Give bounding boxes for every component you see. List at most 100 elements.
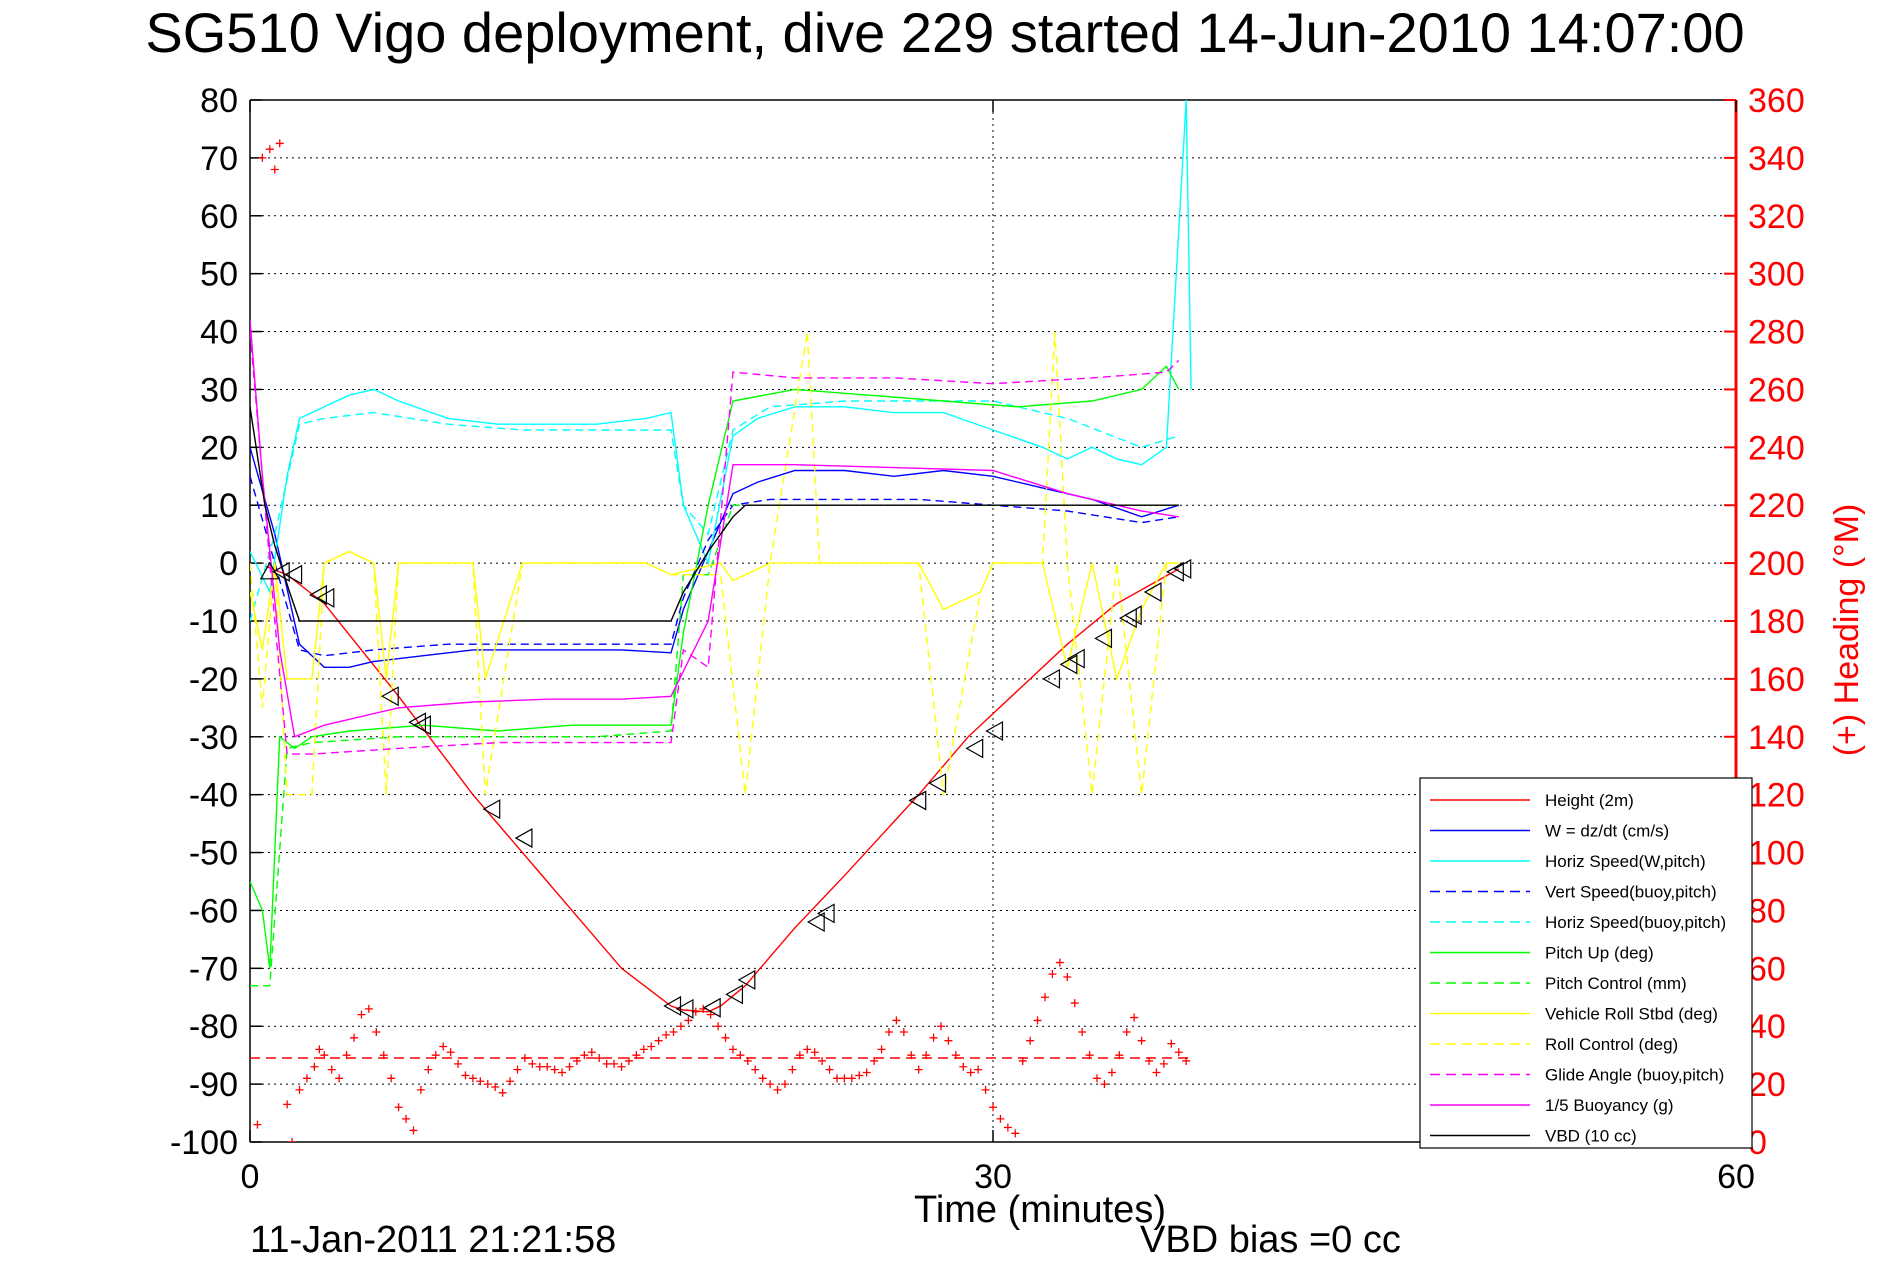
heading-point — [669, 1028, 678, 1037]
y2-tick-label: 120 — [1748, 777, 1805, 815]
heading-point — [265, 145, 274, 154]
heading-point — [454, 1059, 463, 1068]
heading-point — [558, 1068, 567, 1077]
heading-point — [892, 1016, 901, 1025]
legend-label-roll: Vehicle Roll Stbd (deg) — [1545, 1005, 1718, 1024]
height-marker — [965, 738, 984, 759]
heading-point — [498, 1088, 507, 1097]
heading-point — [283, 1100, 292, 1109]
heading-point — [520, 1054, 529, 1063]
y2-tick-label: 160 — [1748, 661, 1805, 699]
heading-point — [1100, 1080, 1109, 1089]
y-tick-label: -10 — [189, 603, 238, 641]
legend-label-pitch_control: Pitch Control (mm) — [1545, 974, 1687, 993]
height-marker — [806, 911, 825, 933]
heading-point — [1159, 1059, 1168, 1068]
heading-point — [409, 1126, 418, 1135]
heading-point — [587, 1048, 596, 1057]
heading-point — [959, 1062, 968, 1071]
height-marker — [514, 828, 533, 849]
heading-point — [847, 1074, 856, 1083]
heading-point — [506, 1077, 515, 1086]
y-tick-label: 10 — [200, 487, 238, 525]
height-marker — [725, 984, 744, 1005]
footer-timestamp: 11-Jan-2011 21:21:58 — [250, 1219, 616, 1261]
series-line-roll_control — [250, 331, 1179, 796]
y-tick-label: -60 — [189, 892, 238, 930]
heading-point — [788, 1065, 797, 1074]
height-marker — [413, 715, 431, 736]
plot-area: 80706050403020100-10-20-30-40-50-60-70-8… — [170, 82, 1805, 1196]
heading-point — [907, 1051, 916, 1060]
heading-point — [1003, 1123, 1012, 1132]
heading-point — [929, 1033, 938, 1042]
heading-point — [1122, 1028, 1131, 1037]
heading-point — [825, 1065, 834, 1074]
heading-point — [840, 1074, 849, 1083]
heading-point — [1033, 1016, 1042, 1025]
heading-point — [550, 1065, 559, 1074]
heading-point — [387, 1074, 396, 1083]
series-line-pitch_up — [250, 365, 1180, 969]
heading-point — [335, 1074, 344, 1083]
height-marker — [663, 995, 682, 1016]
height-marker — [1123, 605, 1142, 626]
heading-point — [275, 139, 284, 148]
heading-point — [431, 1051, 440, 1060]
heading-point — [424, 1065, 433, 1074]
heading-point — [728, 1045, 737, 1054]
heading-point — [1048, 970, 1057, 979]
heading-point — [439, 1042, 448, 1051]
heading-point — [877, 1045, 886, 1054]
height-marker — [482, 799, 501, 820]
heading-point — [364, 1004, 373, 1013]
y-tick-label: 30 — [200, 371, 238, 409]
y2-tick-label: 60 — [1748, 950, 1786, 988]
heading-point — [1093, 1074, 1102, 1083]
legend-label-horiz_speed_w: Horiz Speed(W,pitch) — [1545, 852, 1706, 871]
heading-point — [766, 1080, 775, 1089]
heading-point — [580, 1051, 589, 1060]
y-tick-label: -50 — [189, 835, 238, 873]
heading-point — [996, 1114, 1005, 1123]
height-marker — [1166, 561, 1184, 582]
heading-point — [936, 1022, 945, 1031]
heading-point — [595, 1054, 604, 1063]
legend-label-pitch_up: Pitch Up (deg) — [1545, 944, 1654, 963]
legend-box — [1419, 777, 1753, 1149]
y2-tick-label: 40 — [1748, 1008, 1786, 1046]
heading-point — [617, 1062, 626, 1071]
height-marker — [675, 998, 694, 1019]
heading-point — [810, 1048, 819, 1057]
height-marker — [1094, 628, 1113, 649]
y2-tick-label: 140 — [1748, 719, 1805, 757]
y2-tick-label: 280 — [1748, 314, 1805, 352]
height-marker — [1066, 648, 1085, 669]
heading-point — [270, 165, 279, 174]
series-line-buoyancy — [250, 319, 1179, 738]
y2-tick-label: 220 — [1748, 487, 1805, 525]
heading-point — [572, 1056, 581, 1065]
height-marker — [1059, 654, 1078, 675]
heading-point — [721, 1033, 730, 1042]
heading-point — [1145, 1056, 1154, 1065]
y-tick-label: -100 — [170, 1124, 238, 1162]
heading-point — [1026, 1036, 1035, 1045]
heading-point — [773, 1085, 782, 1094]
x-tick-label: 0 — [241, 1158, 260, 1196]
heading-point — [884, 1028, 893, 1037]
heading-point — [416, 1085, 425, 1094]
legend-label-vbd: VBD (10 cc) — [1545, 1127, 1637, 1146]
heading-point — [357, 1010, 366, 1019]
heading-point — [253, 1120, 262, 1129]
height-marker — [702, 997, 721, 1018]
y-tick-label: -40 — [189, 777, 238, 815]
heading-point — [1041, 993, 1050, 1002]
heading-point — [647, 1042, 656, 1051]
heading-point — [320, 1051, 329, 1060]
heading-point — [1130, 1013, 1139, 1022]
heading-point — [1107, 1068, 1116, 1077]
y2-tick-label: 300 — [1748, 256, 1805, 294]
y2-tick-label: 100 — [1748, 835, 1805, 873]
heading-point — [295, 1085, 304, 1094]
